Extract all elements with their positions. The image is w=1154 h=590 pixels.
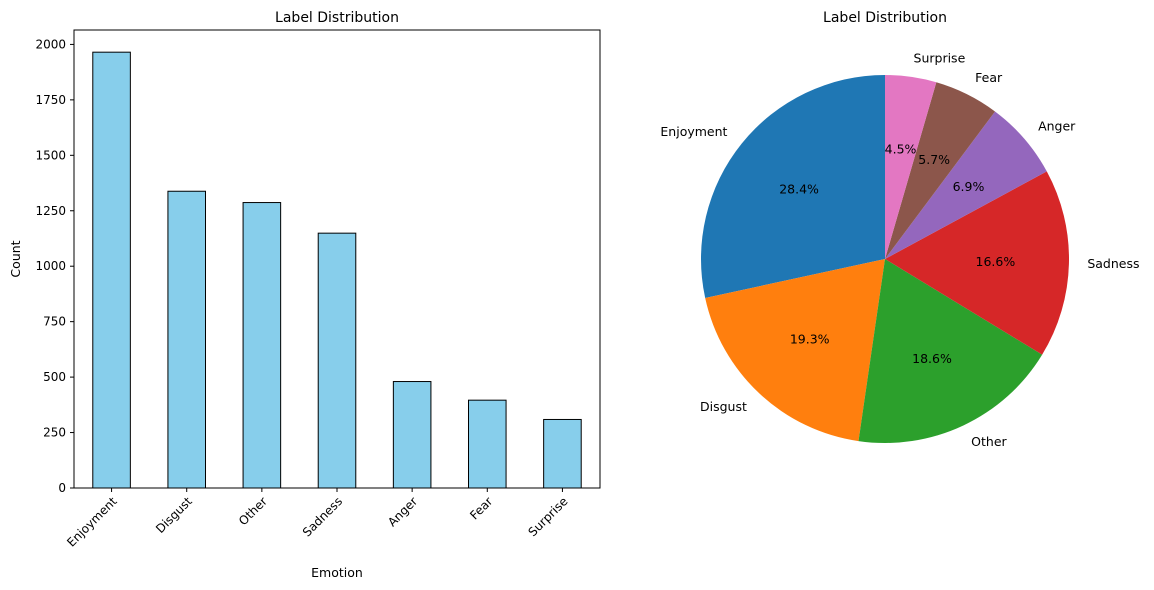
bar-x-axis: Enjoyment Disgust Other Sadness Anger Fear Sur… [64,488,571,550]
bar-x-tick-label: Sadness [300,494,345,539]
bar-other [242,202,282,489]
pie-percent-label: 28.4% [779,182,819,197]
bar-x-tick-label: Anger [385,494,420,529]
bar-y-tick-label: 1000 [35,259,66,273]
pie-chart-title: Label Distribution [823,10,947,26]
bar-y-tick-label: 0 [58,481,66,495]
bar-sadness [317,232,357,489]
bar-y-tick-label: 750 [43,315,66,329]
bar-enjoyment [92,51,131,489]
pie-slice-label: Disgust [700,399,747,414]
pie-wedge-surprise [885,75,937,259]
bar-y-tick-label: 1750 [35,93,66,107]
bar-y-tick-label: 500 [43,370,66,384]
bar-anger [392,381,432,489]
pie-percent-label: 18.6% [912,351,952,366]
bar-y-tick-label: 1250 [35,204,66,218]
pie-wedge-sadness [885,171,1069,355]
pie-wedge-enjoyment [700,75,885,299]
bar-y-tick-label: 250 [43,426,66,440]
pie-wedge-other [858,259,1043,443]
bar-x-tick-label: Disgust [153,494,195,536]
bar-surprise [543,418,582,489]
pie-labels: 28.4% Enjoyment 19.3% Disgust 18.6% Other 16.6… [660,51,1139,450]
pie-wedges [700,75,1069,443]
pie-percent-label: 6.9% [953,179,985,194]
bar-disgust [167,190,207,489]
pie-percent-label: 5.7% [918,152,950,167]
pie-percent-label: 16.6% [976,254,1016,269]
pie-slice-label: Fear [975,70,1003,85]
bar-series [92,51,582,489]
bar-x-axis-label: Emotion [311,565,363,580]
bar-x-tick-label: Enjoyment [64,494,120,550]
bar-y-tick-label: 1500 [35,148,66,162]
bar-x-tick-label: Other [236,494,270,528]
bar-fear [468,399,507,489]
bar-y-tick-label: 2000 [35,37,66,51]
pie-slice-label: Surprise [914,51,966,66]
bar-chart-title: Label Distribution [275,10,399,26]
pie-wedge-fear [885,82,996,259]
bar-x-tick-label: Fear [467,494,495,522]
bar-chart: Label Distribution 0 250 500 750 1000 1250 150… [8,10,601,580]
pie-chart: Label Distribution 28.4% Enjoyment 19.3% Di… [660,10,1139,449]
pie-percent-label: 19.3% [790,332,830,347]
bar-plot-frame [73,29,601,489]
bar-x-tick-label: Surprise [526,494,571,539]
bar-y-axis-label: Count [8,240,23,277]
bar-y-axis: 0 250 500 750 1000 1250 1500 1750 2000 [35,37,74,495]
pie-slice-label: Sadness [1087,256,1139,271]
pie-wedge-disgust [705,259,885,442]
pie-wedge-anger [885,111,1047,259]
pie-slice-label: Other [971,434,1007,449]
pie-slice-label: Enjoyment [660,124,727,139]
pie-percent-label: 4.5% [885,142,917,157]
pie-slice-label: Anger [1038,119,1076,134]
